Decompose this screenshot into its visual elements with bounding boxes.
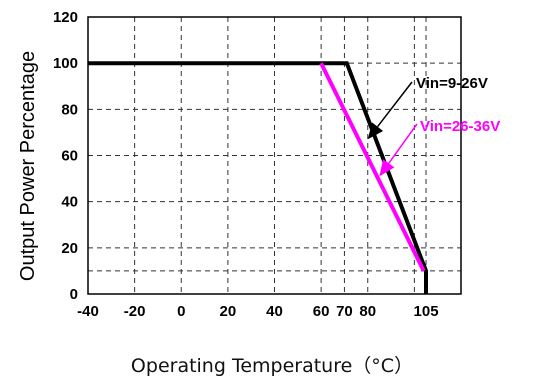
plot-frame — [87, 16, 462, 295]
legend-label-2: Vin=26-36V — [420, 118, 500, 135]
y-tick-label: 20 — [61, 240, 78, 257]
annotation-layer: Vin=9-26V Vin=26-36V — [367, 75, 500, 177]
x-tick-labels: -40 -20 0 20 40 60 70 80 105 — [77, 303, 438, 320]
x-tick-label: 70 — [336, 303, 353, 320]
series-line-1 — [88, 61, 428, 294]
y-tick-labels: 0 20 40 60 80 100 120 — [53, 9, 78, 303]
x-tick-label: -40 — [77, 303, 99, 320]
y-tick-label: 120 — [53, 9, 78, 26]
x-tick-label: 0 — [177, 303, 185, 320]
y-axis-label: Output Power Percentage — [17, 51, 39, 281]
x-tick-label: 40 — [266, 303, 283, 320]
x-tick-label: 105 — [414, 303, 439, 320]
y-tick-label: 0 — [70, 286, 78, 303]
x-tick-label: 20 — [220, 303, 237, 320]
series-layer — [88, 61, 428, 294]
x-tick-label: 80 — [359, 303, 376, 320]
annotation-leader-1 — [376, 81, 413, 128]
y-tick-label: 100 — [53, 55, 78, 72]
x-axis-label: Operating Temperature（°C） — [131, 355, 413, 377]
legend-label-1: Vin=9-26V — [416, 75, 488, 92]
x-tick-label: 60 — [313, 303, 330, 320]
y-tick-label: 80 — [61, 101, 78, 118]
annotation-arrowhead-2 — [379, 159, 395, 177]
y-tick-label: 40 — [61, 194, 78, 211]
x-tick-label: -20 — [124, 303, 146, 320]
grid-lines — [87, 16, 462, 294]
y-tick-label: 60 — [61, 148, 78, 165]
series-line-2 — [319, 62, 426, 272]
annotation-leader-2 — [388, 123, 418, 164]
annotation-arrowhead-1 — [367, 122, 384, 140]
